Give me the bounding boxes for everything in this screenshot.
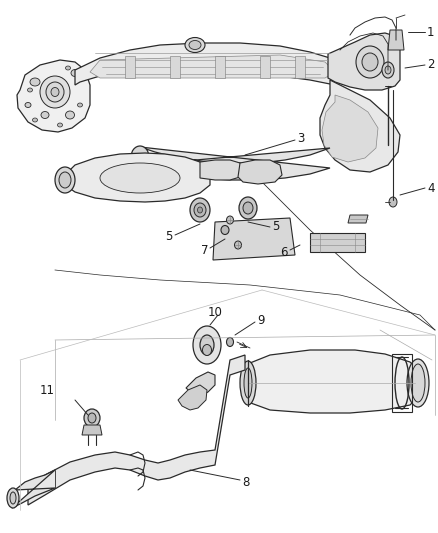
Ellipse shape — [362, 53, 378, 71]
Polygon shape — [243, 350, 420, 413]
Text: 9: 9 — [257, 313, 265, 327]
Ellipse shape — [66, 111, 74, 119]
Polygon shape — [140, 147, 330, 180]
Ellipse shape — [10, 492, 16, 504]
Ellipse shape — [41, 111, 49, 118]
Ellipse shape — [51, 87, 59, 96]
Ellipse shape — [30, 78, 40, 86]
Ellipse shape — [71, 69, 79, 77]
Text: 3: 3 — [297, 132, 304, 144]
Ellipse shape — [239, 197, 257, 219]
Ellipse shape — [221, 225, 229, 235]
Text: 7: 7 — [201, 244, 208, 256]
Text: 6: 6 — [280, 246, 288, 259]
Ellipse shape — [189, 41, 201, 50]
Ellipse shape — [234, 241, 241, 249]
Text: 1: 1 — [427, 26, 434, 38]
Polygon shape — [238, 160, 282, 184]
Ellipse shape — [382, 62, 394, 78]
Polygon shape — [200, 160, 245, 180]
Polygon shape — [320, 80, 400, 172]
Text: 11: 11 — [40, 384, 55, 397]
Ellipse shape — [55, 167, 75, 193]
Ellipse shape — [200, 335, 214, 355]
Text: 4: 4 — [427, 182, 434, 195]
Ellipse shape — [78, 103, 82, 107]
Ellipse shape — [66, 66, 71, 70]
Ellipse shape — [25, 102, 31, 108]
Polygon shape — [170, 56, 180, 78]
Ellipse shape — [244, 368, 252, 398]
Ellipse shape — [385, 66, 391, 74]
Polygon shape — [328, 33, 400, 90]
Polygon shape — [310, 233, 365, 252]
Ellipse shape — [88, 413, 96, 423]
Ellipse shape — [131, 146, 149, 168]
Polygon shape — [75, 43, 340, 85]
Polygon shape — [388, 30, 404, 50]
Ellipse shape — [202, 344, 212, 356]
Ellipse shape — [243, 202, 253, 214]
Polygon shape — [322, 95, 378, 162]
Ellipse shape — [100, 163, 180, 193]
Polygon shape — [348, 215, 368, 223]
Ellipse shape — [240, 361, 256, 405]
Ellipse shape — [194, 203, 206, 217]
Ellipse shape — [32, 118, 38, 122]
Ellipse shape — [59, 172, 71, 188]
Ellipse shape — [391, 34, 399, 46]
Text: 2: 2 — [427, 59, 434, 71]
Polygon shape — [90, 55, 335, 78]
Polygon shape — [82, 425, 102, 435]
Ellipse shape — [28, 88, 32, 92]
Ellipse shape — [185, 37, 205, 52]
Ellipse shape — [84, 409, 100, 427]
Ellipse shape — [407, 359, 429, 407]
Polygon shape — [186, 372, 215, 396]
Ellipse shape — [40, 76, 70, 108]
Text: 5: 5 — [272, 221, 279, 233]
Polygon shape — [260, 56, 270, 78]
Text: 5: 5 — [166, 230, 173, 244]
Ellipse shape — [411, 364, 425, 402]
Ellipse shape — [356, 46, 384, 78]
Ellipse shape — [190, 198, 210, 222]
Polygon shape — [178, 385, 207, 410]
Polygon shape — [215, 56, 225, 78]
Polygon shape — [65, 153, 210, 202]
Ellipse shape — [226, 337, 233, 346]
Polygon shape — [12, 470, 55, 508]
Text: 10: 10 — [208, 306, 223, 319]
Ellipse shape — [46, 82, 64, 102]
Polygon shape — [295, 56, 305, 78]
Ellipse shape — [7, 488, 19, 508]
Polygon shape — [125, 56, 135, 78]
Ellipse shape — [389, 197, 397, 207]
Ellipse shape — [226, 216, 233, 224]
Ellipse shape — [57, 123, 63, 127]
Text: 8: 8 — [242, 475, 249, 489]
Ellipse shape — [193, 326, 221, 364]
Polygon shape — [213, 218, 295, 260]
Polygon shape — [17, 60, 90, 132]
Ellipse shape — [198, 207, 202, 213]
Polygon shape — [28, 355, 245, 505]
